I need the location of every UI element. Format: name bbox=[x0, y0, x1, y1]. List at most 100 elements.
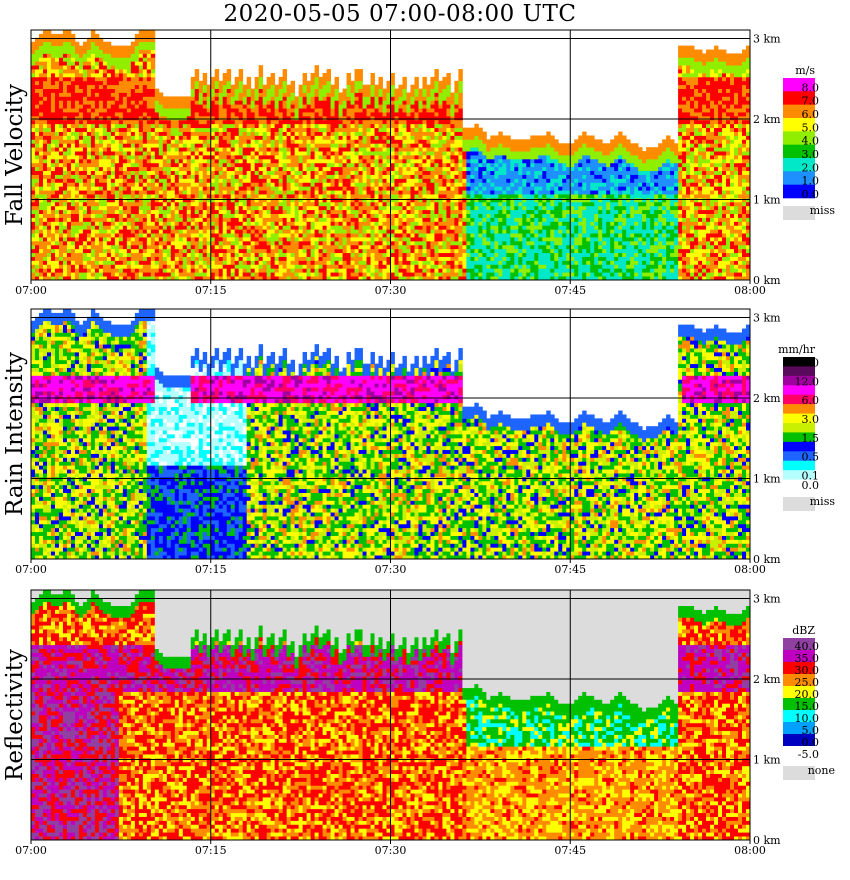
heatmap-cell bbox=[39, 100, 43, 104]
heatmap-cell bbox=[299, 116, 303, 120]
heatmap-cell bbox=[379, 241, 383, 245]
heatmap-cell bbox=[311, 249, 315, 253]
heatmap-cell bbox=[127, 77, 131, 81]
heatmap-cell bbox=[163, 159, 167, 163]
heatmap-cell bbox=[119, 116, 123, 120]
heatmap-cell bbox=[283, 120, 287, 124]
heatmap-cell bbox=[151, 249, 155, 253]
heatmap-cell bbox=[363, 260, 367, 264]
heatmap-cell bbox=[147, 135, 151, 139]
heatmap-cell bbox=[235, 257, 239, 261]
heatmap-cell bbox=[223, 253, 227, 257]
heatmap-cell bbox=[187, 233, 191, 237]
heatmap-cell bbox=[243, 151, 247, 155]
heatmap-cell bbox=[339, 268, 343, 272]
heatmap-cell bbox=[151, 268, 155, 272]
heatmap-cell bbox=[75, 112, 79, 116]
heatmap-cell bbox=[179, 116, 183, 120]
heatmap-cell bbox=[139, 50, 143, 54]
heatmap-cell bbox=[239, 100, 243, 104]
heatmap-cell bbox=[307, 237, 311, 241]
heatmap-cell bbox=[327, 128, 331, 132]
heatmap-cell bbox=[123, 57, 127, 61]
heatmap-cell bbox=[331, 218, 335, 222]
heatmap-cell bbox=[139, 89, 143, 93]
heatmap-cell bbox=[87, 147, 91, 151]
heatmap-cell bbox=[119, 194, 123, 198]
heatmap-cell bbox=[267, 198, 271, 202]
heatmap-cell bbox=[367, 171, 371, 175]
heatmap-cell bbox=[147, 69, 151, 73]
heatmap-cell bbox=[119, 61, 123, 65]
heatmap-cell bbox=[123, 147, 127, 151]
heatmap-cell bbox=[127, 93, 131, 97]
heatmap-cell bbox=[271, 143, 275, 147]
heatmap-cell bbox=[35, 264, 39, 268]
heatmap-cell bbox=[351, 249, 355, 253]
heatmap-cell bbox=[243, 120, 247, 124]
heatmap-cell bbox=[379, 268, 383, 272]
heatmap-cell bbox=[99, 128, 103, 132]
heatmap-cell bbox=[131, 241, 135, 245]
heatmap-cell bbox=[351, 120, 355, 124]
heatmap-cell bbox=[339, 108, 343, 112]
heatmap-cell bbox=[39, 73, 43, 77]
heatmap-cell bbox=[371, 233, 375, 237]
heatmap-cell bbox=[187, 221, 191, 225]
heatmap-cell bbox=[379, 159, 383, 163]
heatmap-cell bbox=[119, 171, 123, 175]
heatmap-cell bbox=[103, 182, 107, 186]
heatmap-cell bbox=[167, 155, 171, 159]
heatmap-cell bbox=[255, 241, 259, 245]
heatmap-cell bbox=[319, 81, 323, 85]
heatmap-cell bbox=[143, 221, 147, 225]
heatmap-cell bbox=[251, 198, 255, 202]
heatmap-cell bbox=[83, 61, 87, 65]
heatmap-cell bbox=[251, 245, 255, 249]
heatmap-cell bbox=[31, 218, 35, 222]
heatmap-cell bbox=[59, 186, 63, 190]
heatmap-cell bbox=[243, 249, 247, 253]
heatmap-cell bbox=[63, 120, 67, 124]
heatmap-cell bbox=[243, 186, 247, 190]
heatmap-cell bbox=[135, 34, 139, 38]
heatmap-cell bbox=[107, 272, 111, 276]
heatmap-cell bbox=[127, 128, 131, 132]
heatmap-cell bbox=[75, 190, 79, 194]
heatmap-cell bbox=[311, 237, 315, 241]
heatmap-cell bbox=[83, 128, 87, 132]
heatmap-cell bbox=[95, 85, 99, 89]
heatmap-cell bbox=[147, 241, 151, 245]
heatmap-cell bbox=[279, 198, 283, 202]
heatmap-cell bbox=[339, 257, 343, 261]
heatmap-cell bbox=[319, 214, 323, 218]
heatmap-cell bbox=[371, 147, 375, 151]
heatmap-cell bbox=[67, 135, 71, 139]
heatmap-cell bbox=[87, 159, 91, 163]
heatmap-cell bbox=[275, 233, 279, 237]
heatmap-cell bbox=[63, 53, 67, 57]
heatmap-cell bbox=[67, 159, 71, 163]
heatmap-cell bbox=[315, 151, 319, 155]
heatmap-cell bbox=[391, 135, 395, 139]
heatmap-cell bbox=[175, 132, 179, 136]
heatmap-cell bbox=[71, 120, 75, 124]
heatmap-cell bbox=[371, 257, 375, 261]
heatmap-cell bbox=[299, 85, 303, 89]
heatmap-cell bbox=[303, 151, 307, 155]
heatmap-cell bbox=[71, 241, 75, 245]
heatmap-cell bbox=[275, 210, 279, 214]
heatmap-cell bbox=[159, 147, 163, 151]
heatmap-cell bbox=[123, 237, 127, 241]
heatmap-cell bbox=[199, 124, 203, 128]
heatmap-cell bbox=[359, 135, 363, 139]
heatmap-cell bbox=[119, 229, 123, 233]
heatmap-cell bbox=[87, 194, 91, 198]
heatmap-cell bbox=[323, 214, 327, 218]
heatmap-cell bbox=[135, 264, 139, 268]
heatmap-cell bbox=[215, 253, 219, 257]
heatmap-cell bbox=[191, 89, 195, 93]
heatmap-cell bbox=[99, 167, 103, 171]
heatmap-cell bbox=[335, 245, 339, 249]
heatmap-cell bbox=[115, 81, 119, 85]
